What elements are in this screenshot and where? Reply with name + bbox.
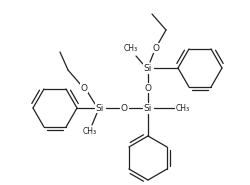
Text: O: O [152, 43, 159, 53]
Text: O: O [120, 103, 127, 112]
Text: CH₃: CH₃ [124, 43, 138, 53]
Text: Si: Si [96, 103, 104, 112]
Text: O: O [144, 83, 151, 92]
Text: Si: Si [143, 63, 152, 73]
Text: CH₃: CH₃ [175, 103, 189, 112]
Text: CH₃: CH₃ [82, 127, 97, 135]
Text: O: O [80, 83, 87, 92]
Text: Si: Si [143, 103, 152, 112]
